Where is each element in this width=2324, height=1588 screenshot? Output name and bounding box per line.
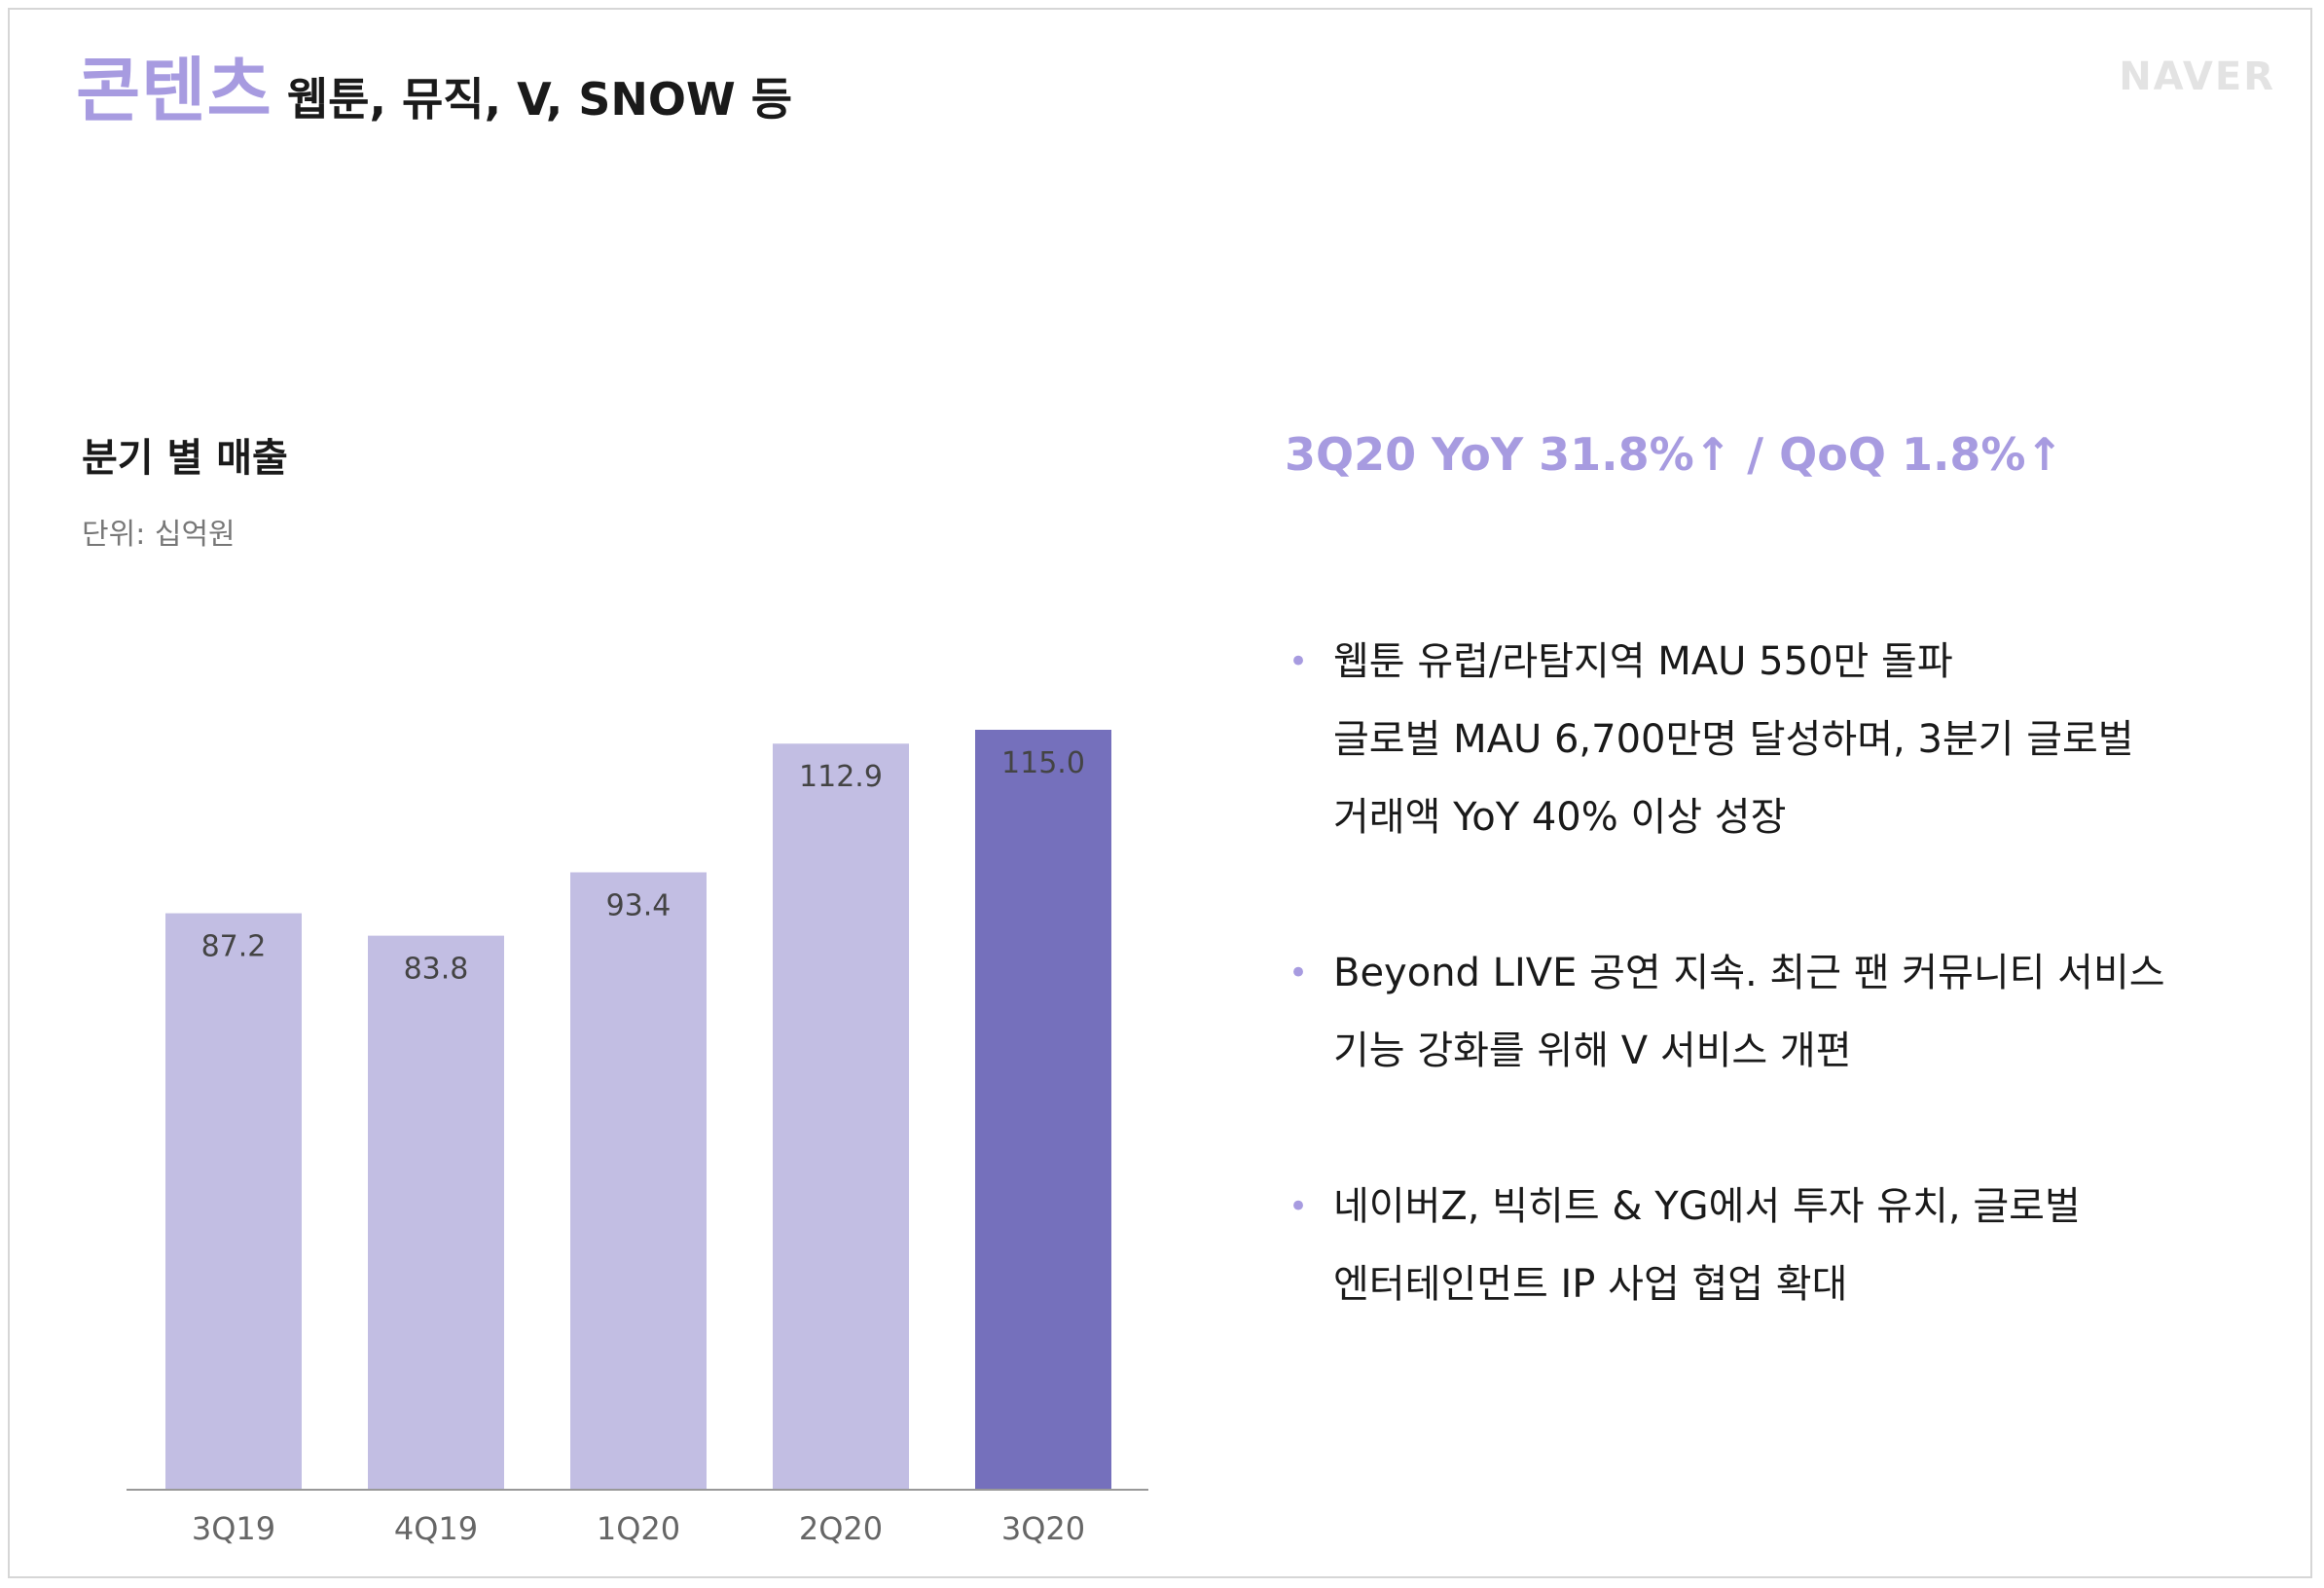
bullet-dot-icon: • <box>1289 954 1309 992</box>
bullet-item: • Beyond LIVE 공연 지속. 최근 팬 커뮤니티 서비스 기능 강화… <box>1285 934 2258 1090</box>
title-subtitle: 웹툰, 뮤직, V, SNOW 등 <box>286 73 793 126</box>
bar-value-label: 93.4 <box>606 889 672 923</box>
revenue-bar-chart: 87.2 3Q19 83.8 4Q19 93.4 1Q20 112.9 2Q20 115.0 3Q… <box>127 730 1148 1547</box>
x-axis-tick-label: 3Q20 <box>1001 1510 1085 1547</box>
bullet-dot-icon: • <box>1289 642 1309 681</box>
bullet-line: 웹툰 유럽/라탐지역 MAU 550만 돌파 <box>1333 639 1953 684</box>
title-main: 콘텐츠 <box>76 50 272 131</box>
x-axis-tick-label: 1Q20 <box>597 1510 680 1547</box>
bar-value-label: 115.0 <box>1001 746 1085 780</box>
bullet-item: • 웹툰 유럽/라탐지역 MAU 550만 돌파 글로벌 MAU 6,700만명… <box>1285 623 2258 856</box>
bullet-line: 네이버Z, 빅히트 & YG에서 투자 유치, 글로벌 <box>1333 1184 2081 1229</box>
chart-bar <box>368 935 504 1489</box>
slide: 콘텐츠 웹툰, 뮤직, V, SNOW 등 NAVER 분기 별 매출 단위: … <box>8 8 2312 1578</box>
chart-unit-label: 단위: 십억원 <box>82 518 236 552</box>
bullet-line: Beyond LIVE 공연 지속. 최근 팬 커뮤니티 서비스 <box>1333 951 2165 995</box>
bullet-line: 기능 강화를 위해 V 서비스 개편 <box>1333 1029 1852 1073</box>
x-axis-tick-label: 3Q19 <box>192 1510 275 1547</box>
chart-bar <box>773 743 909 1489</box>
chart-bar <box>165 913 302 1489</box>
chart-title: 분기 별 매출 <box>82 436 288 481</box>
naver-logo: NAVER <box>2119 54 2275 99</box>
bullet-list: • 웹툰 유럽/라탐지역 MAU 550만 돌파 글로벌 MAU 6,700만명… <box>1285 623 2258 1401</box>
bar-value-label: 83.8 <box>404 953 469 987</box>
bar-value-label: 112.9 <box>799 760 883 794</box>
bullet-line: 글로벌 MAU 6,700만명 달성하며, 3분기 글로벌 <box>1333 717 2134 762</box>
chart-bar <box>570 872 707 1489</box>
page-title: 콘텐츠 웹툰, 뮤직, V, SNOW 등 <box>76 33 792 135</box>
bar-value-label: 87.2 <box>201 930 267 964</box>
x-axis-tick-label: 4Q19 <box>394 1510 478 1547</box>
bullet-item: • 네이버Z, 빅히트 & YG에서 투자 유치, 글로벌 엔터테인먼트 IP … <box>1285 1168 2258 1323</box>
chart-bar <box>975 730 1111 1489</box>
x-axis-tick-label: 2Q20 <box>799 1510 883 1547</box>
growth-highlight: 3Q20 YoY 31.8%↑ / QoQ 1.8%↑ <box>1285 428 2064 481</box>
bullet-line: 엔터테인먼트 IP 사업 협업 확대 <box>1333 1262 1848 1307</box>
bullet-dot-icon: • <box>1289 1187 1309 1226</box>
bullet-line: 거래액 YoY 40% 이상 성장 <box>1333 795 1787 840</box>
